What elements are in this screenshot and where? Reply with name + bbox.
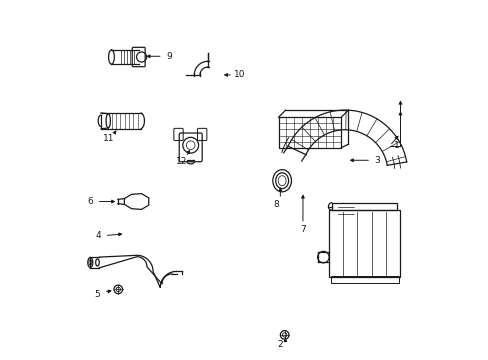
- Text: 8: 8: [273, 200, 278, 209]
- Text: 1: 1: [393, 141, 399, 150]
- Text: 12: 12: [176, 157, 187, 166]
- Text: 6: 6: [87, 197, 93, 206]
- Text: 4: 4: [95, 231, 101, 240]
- Text: 7: 7: [300, 225, 305, 234]
- Text: 3: 3: [373, 156, 379, 165]
- Text: 9: 9: [166, 52, 172, 61]
- Text: 2: 2: [277, 340, 283, 349]
- Text: 5: 5: [94, 289, 100, 298]
- Text: 10: 10: [234, 71, 245, 80]
- Text: 11: 11: [103, 134, 115, 143]
